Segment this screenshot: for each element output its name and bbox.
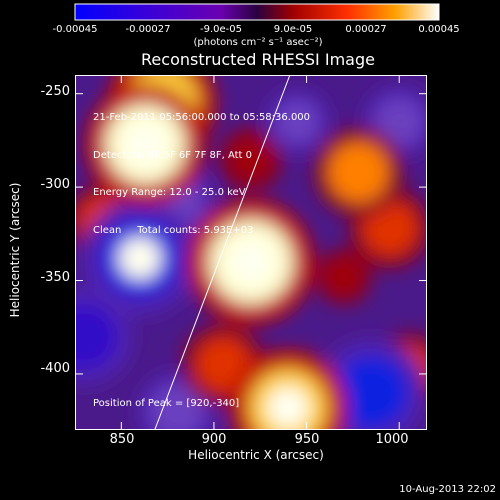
observation-info: 21-Feb-2011 05:56:00.000 to 05:58:36.000… [93, 87, 310, 250]
colorbar-tick-label: -0.00045 [52, 24, 98, 35]
colorbar-tick-label: -0.00027 [125, 24, 171, 35]
heatmap-source [75, 303, 117, 370]
x-tick-label: 900 [201, 432, 227, 447]
heatmap-source [328, 141, 389, 203]
x-tick-label: 950 [294, 432, 320, 447]
colorbar-tick-label: 9.0e-05 [273, 24, 313, 35]
x-tick-label: 850 [109, 432, 135, 447]
chart-title: Reconstructed RHESSI Image [141, 50, 375, 69]
plot-frame [75, 75, 427, 430]
y-tick-label: -250 [40, 84, 70, 99]
heatmap-source [375, 97, 424, 146]
heatmap-source [324, 257, 363, 296]
colorbar-tick-label: 0.00027 [345, 24, 387, 35]
heatmap-source [150, 384, 204, 430]
heatmap-source-core [227, 238, 275, 285]
solar-limb-line [154, 75, 291, 430]
colorbar-units: (photons cm⁻² s⁻¹ asec⁻²) [193, 37, 323, 48]
x-axis-label: Heliocentric X (arcsec) [188, 448, 324, 462]
y-tick-label: -350 [40, 270, 70, 285]
heatmap-source [275, 100, 319, 144]
timestamp: 10-Aug-2013 22:02 [399, 484, 496, 495]
y-axis-label: Heliocentric Y (arcsec) [8, 182, 22, 318]
heatmap-source [195, 336, 251, 393]
heatmap-source-core [123, 122, 168, 167]
annotation-line: Detectors: 4F 5F 6F 7F 8F, Att 0 [93, 149, 253, 161]
colorbar-tick-label: -9.0e-05 [200, 24, 242, 35]
y-tick-label: -400 [40, 361, 70, 376]
heatmap-source [362, 200, 418, 256]
heatmap-plot [75, 75, 427, 430]
annotation-line: Energy Range: 12.0 - 25.0 keV [93, 187, 246, 198]
heatmap-source [335, 356, 408, 430]
heatmap-source-core [118, 236, 162, 280]
colorbar-tick-label: 0.00045 [418, 24, 460, 35]
annotation-line: 21-Feb-2011 05:56:00.000 to 05:58:36.000 [93, 112, 311, 123]
peak-position-label: Position of Peak = [920,-340] [93, 398, 240, 409]
annotation-line: Clean Total counts: 5.93E+03 [93, 224, 254, 236]
x-tick-label: 1000 [375, 432, 409, 447]
colorbar [74, 3, 440, 21]
y-tick-label: -300 [40, 177, 70, 192]
heatmap-source-core [266, 386, 310, 429]
